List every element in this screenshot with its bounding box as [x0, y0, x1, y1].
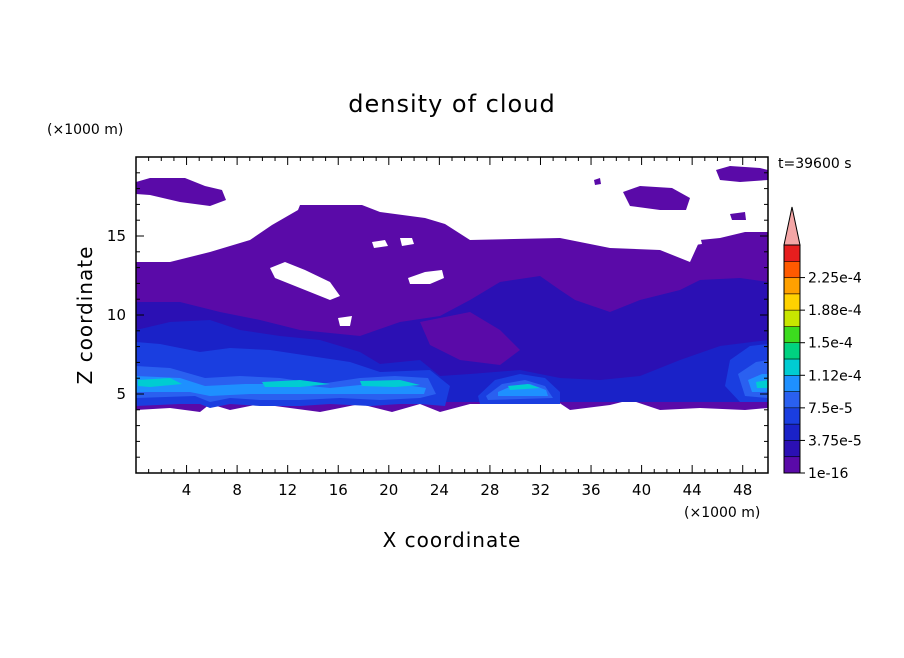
- x-tick-label: 4: [182, 481, 192, 499]
- x-tick-label: 36: [581, 481, 600, 499]
- colorbar-swatch: [784, 261, 800, 279]
- y-tick-label: 15: [107, 227, 126, 245]
- colorbar-swatch: [784, 391, 800, 409]
- cloud-region-level-0: [623, 186, 690, 210]
- cloud-region-level-0: [594, 178, 601, 185]
- x-tick-label: 24: [430, 481, 449, 499]
- y-axis-label: Z coordinate: [73, 246, 97, 385]
- colorbar-swatch: [784, 359, 800, 376]
- colorbar-swatch: [784, 326, 800, 344]
- x-axis: 4 8 12 16 20 24 28 32 36 40 44 48: [135, 157, 769, 499]
- y-unit-label: (×1000 m): [47, 122, 123, 138]
- cloud-region-level-1: [420, 312, 520, 365]
- x-tick-label: 48: [733, 481, 752, 499]
- x-tick-label: 20: [379, 481, 398, 499]
- x-tick-label: 44: [683, 481, 702, 499]
- cloud-region-level-0: [716, 166, 768, 182]
- cloud-region-level-0: [136, 178, 226, 206]
- colorbar-swatch: [784, 424, 800, 441]
- colorbar-label: 1.5e-4: [808, 336, 853, 352]
- x-axis-label: X coordinate: [383, 528, 522, 552]
- chart-title: density of cloud: [348, 90, 555, 118]
- colorbar-label: 1.88e-4: [808, 303, 862, 319]
- colorbar-label: 2.25e-4: [808, 271, 862, 287]
- y-axis: 5 10 15: [107, 156, 768, 474]
- x-tick-label: 28: [480, 481, 499, 499]
- colorbar-swatch: [784, 440, 800, 458]
- colorbar-label: 1.12e-4: [808, 368, 862, 384]
- colorbar-label: 1e-16: [808, 466, 848, 482]
- colorbar: 1e-16 3.75e-5 7.5e-5 1.12e-4 1.5e-4 1.88e-4 2.…: [783, 206, 862, 482]
- colorbar-extend-arrow: [783, 206, 801, 246]
- colorbar-swatch: [784, 456, 800, 474]
- colorbar-swatch: [784, 375, 800, 393]
- y-tick-label: 10: [107, 306, 126, 324]
- colorbar-swatch: [784, 407, 800, 425]
- cloud-region-level-0: [730, 212, 746, 220]
- colorbar-swatch: [784, 277, 800, 295]
- x-tick-label: 16: [329, 481, 348, 499]
- colorbar-label: 3.75e-5: [808, 433, 862, 449]
- colorbar-swatch: [784, 310, 800, 327]
- cloud-cores: [138, 378, 768, 390]
- colorbar-swatch: [784, 293, 800, 311]
- x-tick-label: 32: [531, 481, 550, 499]
- x-tick-label: 8: [232, 481, 242, 499]
- colorbar-swatch: [784, 342, 800, 360]
- y-tick-label: 5: [116, 385, 126, 403]
- colorbar-label: 7.5e-5: [808, 401, 853, 417]
- cloud-field: [136, 166, 768, 412]
- x-tick-label: 40: [632, 481, 651, 499]
- x-tick-label: 12: [278, 481, 297, 499]
- colorbar-swatch: [784, 245, 800, 262]
- x-unit-label: (×1000 m): [684, 505, 760, 521]
- time-label: t=39600 s: [778, 156, 852, 172]
